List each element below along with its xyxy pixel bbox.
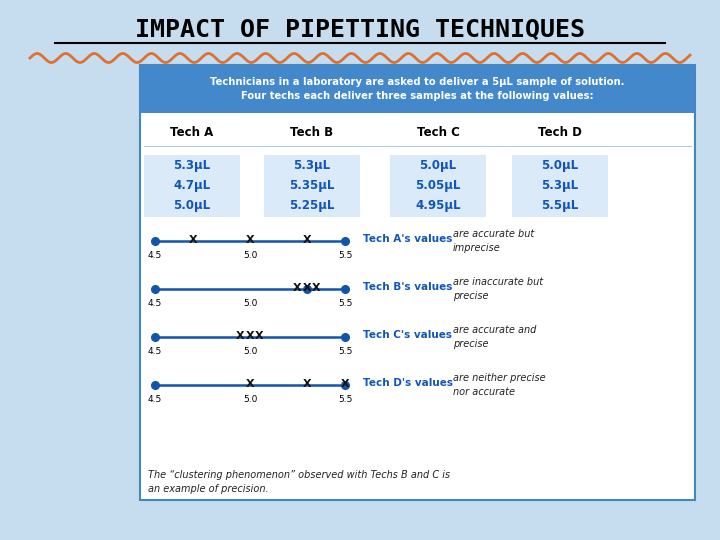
Text: 5.0μL: 5.0μL (420, 159, 456, 172)
Text: X: X (302, 283, 311, 293)
FancyBboxPatch shape (512, 155, 608, 177)
Text: Tech D: Tech D (538, 126, 582, 139)
Text: Tech A: Tech A (171, 126, 214, 139)
Text: 5.5: 5.5 (338, 395, 352, 404)
FancyBboxPatch shape (140, 65, 695, 113)
Text: 4.7μL: 4.7μL (174, 179, 210, 192)
Text: Tech C's values: Tech C's values (363, 330, 452, 340)
Text: 5.3μL: 5.3μL (541, 179, 579, 192)
Text: X: X (246, 235, 254, 245)
Text: The “clustering phenomenon” observed with Techs B and C is
an example of precisi: The “clustering phenomenon” observed wit… (148, 470, 450, 494)
Text: 5.0: 5.0 (243, 347, 257, 356)
Text: X: X (302, 235, 311, 245)
FancyBboxPatch shape (144, 175, 240, 197)
FancyBboxPatch shape (390, 195, 486, 217)
Text: Technicians in a laboratory are asked to deliver a 5μL sample of solution.
Four : Technicians in a laboratory are asked to… (210, 77, 625, 102)
Text: Tech A's values: Tech A's values (363, 234, 452, 244)
Text: 4.5: 4.5 (148, 347, 162, 356)
Text: 5.3μL: 5.3μL (174, 159, 210, 172)
Text: 5.0: 5.0 (243, 251, 257, 260)
Text: are accurate and
precise: are accurate and precise (453, 325, 536, 349)
FancyBboxPatch shape (264, 175, 360, 197)
Text: X: X (236, 331, 245, 341)
Text: Tech D's values: Tech D's values (363, 378, 453, 388)
Text: IMPACT OF PIPETTING TECHNIQUES: IMPACT OF PIPETTING TECHNIQUES (135, 18, 585, 42)
Text: 5.0μL: 5.0μL (541, 159, 579, 172)
FancyBboxPatch shape (144, 155, 240, 177)
Text: 5.0: 5.0 (243, 395, 257, 404)
FancyBboxPatch shape (264, 195, 360, 217)
Text: are accurate but
imprecise: are accurate but imprecise (453, 229, 534, 253)
FancyBboxPatch shape (390, 155, 486, 177)
Text: X: X (302, 379, 311, 389)
FancyBboxPatch shape (512, 195, 608, 217)
FancyBboxPatch shape (140, 65, 695, 500)
Text: are inaccurate but
precise: are inaccurate but precise (453, 277, 543, 301)
Text: 4.5: 4.5 (148, 251, 162, 260)
Text: Tech B: Tech B (290, 126, 333, 139)
FancyBboxPatch shape (144, 195, 240, 217)
Text: 5.3μL: 5.3μL (294, 159, 330, 172)
Text: X: X (341, 379, 349, 389)
Text: 5.05μL: 5.05μL (415, 179, 461, 192)
Text: 5.5: 5.5 (338, 347, 352, 356)
Text: 4.5: 4.5 (148, 299, 162, 308)
Text: Tech B's values: Tech B's values (363, 282, 452, 292)
Text: 5.0: 5.0 (243, 299, 257, 308)
FancyBboxPatch shape (390, 175, 486, 197)
FancyBboxPatch shape (512, 175, 608, 197)
Text: X: X (312, 283, 321, 293)
Text: 5.35μL: 5.35μL (289, 179, 335, 192)
Text: Tech C: Tech C (417, 126, 459, 139)
Text: X: X (255, 331, 264, 341)
FancyBboxPatch shape (264, 155, 360, 177)
Text: 5.25μL: 5.25μL (289, 199, 335, 213)
Text: 4.95μL: 4.95μL (415, 199, 461, 213)
Text: 5.0μL: 5.0μL (174, 199, 210, 213)
Text: X: X (246, 331, 254, 341)
Text: X: X (293, 283, 302, 293)
Text: 5.5μL: 5.5μL (541, 199, 579, 213)
Text: 5.5: 5.5 (338, 251, 352, 260)
Text: 4.5: 4.5 (148, 395, 162, 404)
Text: are neither precise
nor accurate: are neither precise nor accurate (453, 373, 546, 397)
Text: X: X (189, 235, 197, 245)
Text: 5.5: 5.5 (338, 299, 352, 308)
Text: X: X (246, 379, 254, 389)
